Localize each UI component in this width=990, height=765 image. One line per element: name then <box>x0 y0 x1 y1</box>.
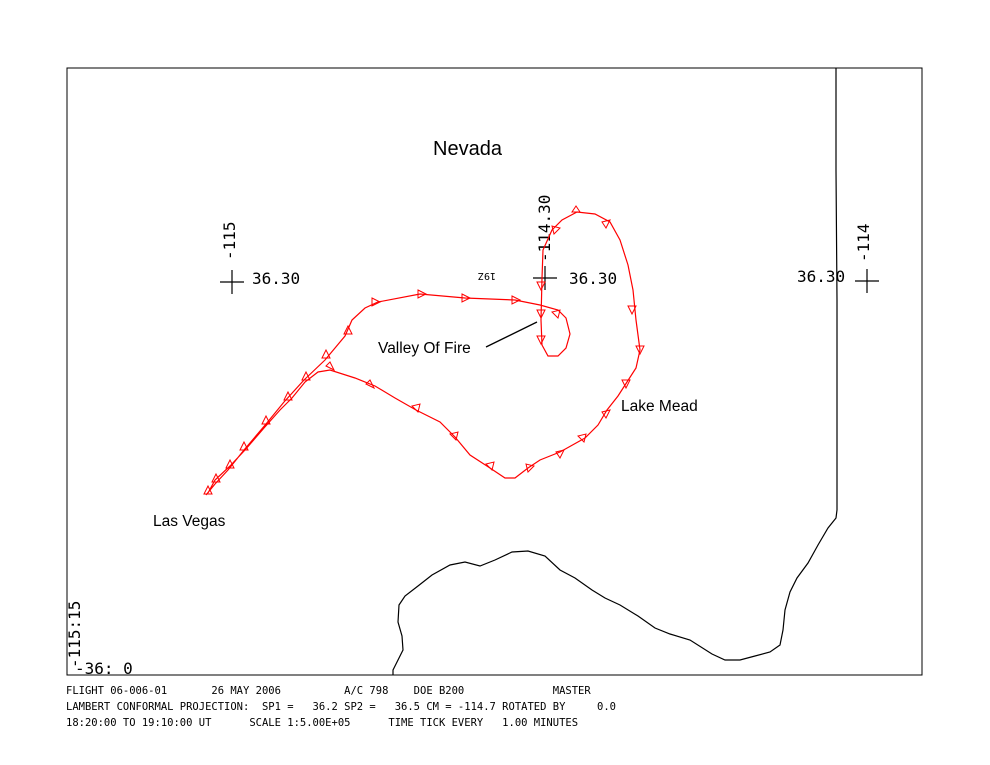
tick-lon-114: -114 <box>854 223 873 262</box>
track-arrowheads <box>203 205 645 495</box>
state-label: Nevada <box>433 138 503 160</box>
state-border-line <box>392 68 838 675</box>
place-label-las-vegas: Las Vegas <box>153 513 226 530</box>
tick-lon-115: -115 <box>220 221 239 260</box>
tick-lat-c: 36.30 <box>797 267 845 286</box>
tick-lat-a: 36.30 <box>252 269 300 288</box>
tick-lat-b: 36.30 <box>569 269 617 288</box>
place-label-lake-mead: Lake Mead <box>621 398 698 415</box>
corner-lon-label: -115:15 <box>65 601 84 668</box>
corner-lat-label: -36: 0 <box>75 659 133 678</box>
tick-lon-11430: -114.30 <box>535 195 554 262</box>
flight-track <box>205 211 641 496</box>
flight-time-annotation: 19Z <box>478 270 496 281</box>
footer-line-3: 18:20:00 TO 19:10:00 UT SCALE 1:5.00E+05… <box>66 717 579 729</box>
valley-leader-line <box>485 321 538 348</box>
graticule-crosses <box>220 266 879 294</box>
footer-line-1: FLIGHT 06-006-01 26 MAY 2006 A/C 798 DOE… <box>66 685 591 697</box>
place-label-valley-of-fire: Valley Of Fire <box>378 340 471 357</box>
footer-line-2: LAMBERT CONFORMAL PROJECTION: SP1 = 36.2… <box>66 701 616 713</box>
map-frame <box>66 67 923 676</box>
